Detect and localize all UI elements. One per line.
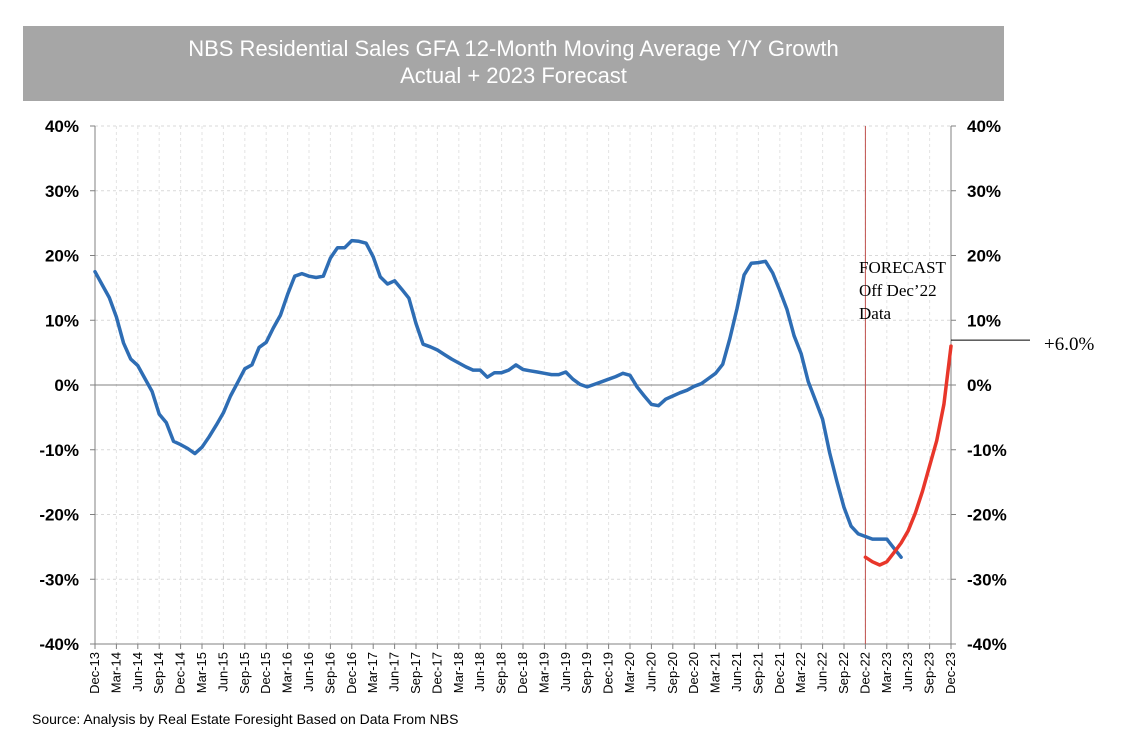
x-tick-label: Jun-18	[472, 652, 487, 692]
x-tick-label: Sep-16	[322, 652, 337, 694]
x-tick-label: Sep-23	[922, 652, 937, 694]
y-tick-label-left: -30%	[39, 570, 79, 589]
x-tick-label: Dec-16	[344, 652, 359, 694]
x-tick-label: Mar-21	[708, 652, 723, 693]
x-tick-label: Jun-19	[558, 652, 573, 692]
x-tick-label: Dec-14	[173, 652, 188, 694]
x-tick-label: Jun-15	[215, 652, 230, 692]
x-tick-label: Sep-20	[665, 652, 680, 694]
x-tick-label: Mar-14	[108, 652, 123, 693]
x-tick-label: Dec-20	[686, 652, 701, 694]
chart-title: NBS Residential Sales GFA 12-Month Movin…	[188, 36, 839, 61]
y-tick-label-left: 40%	[45, 117, 79, 136]
chart-subtitle: Actual + 2023 Forecast	[400, 63, 627, 88]
series-line-forecast	[863, 344, 953, 567]
x-tick-label: Sep-17	[408, 652, 423, 694]
y-tick-label-right: -20%	[967, 506, 1007, 525]
x-tick-label: Dec-13	[87, 652, 102, 694]
x-tick-label: Jun-14	[130, 652, 145, 692]
y-tick-label-left: -10%	[39, 441, 79, 460]
x-tick-label: Dec-19	[601, 652, 616, 694]
y-tick-label-left: 0%	[54, 376, 79, 395]
y-tick-label-left: 20%	[45, 247, 79, 266]
x-tick-label: Jun-22	[815, 652, 830, 692]
y-tick-label-right: 0%	[967, 376, 992, 395]
x-tick-label: Dec-17	[429, 652, 444, 694]
series-line-actual	[93, 238, 903, 559]
forecast-note-line1: FORECAST	[859, 258, 947, 277]
x-axis-ticks: Dec-13 Mar-14 Jun-14 Sep-14 Dec-14 Mar-15 Jun-…	[87, 652, 958, 694]
y-tick-label-right: 40%	[967, 117, 1001, 136]
x-tick-label: Mar-20	[622, 652, 637, 693]
y-tick-label-right: 20%	[967, 247, 1001, 266]
x-tick-label: Sep-18	[494, 652, 509, 694]
x-tick-label: Jun-23	[900, 652, 915, 692]
x-tick-label: Jun-20	[643, 652, 658, 692]
y-axis-left-ticks: 40% 30% 20% 10% 0% -10% -20% -30% -40%	[39, 117, 79, 654]
y-tick-label-right: -30%	[967, 570, 1007, 589]
x-tick-label: Dec-23	[943, 652, 958, 694]
y-tick-label-left: 30%	[45, 182, 79, 201]
x-tick-label: Sep-19	[579, 652, 594, 694]
x-tick-label: Jun-21	[729, 652, 744, 692]
y-tick-label-right: -10%	[967, 441, 1007, 460]
end-value-label: +6.0%	[1044, 334, 1094, 355]
x-tick-label: Jun-16	[301, 652, 316, 692]
forecast-note-line2: Off Dec’22	[859, 281, 937, 300]
x-tick-label: Mar-18	[451, 652, 466, 693]
x-tick-label: Dec-21	[772, 652, 787, 694]
y-tick-label-left: 10%	[45, 311, 79, 330]
x-tick-label: Mar-17	[365, 652, 380, 693]
x-tick-label: Jun-17	[387, 652, 402, 692]
chart-title-banner: NBS Residential Sales GFA 12-Month Movin…	[23, 26, 1004, 101]
x-tick-label: Dec-22	[857, 652, 872, 694]
y-tick-label-left: -20%	[39, 506, 79, 525]
y-tick-label-right: 10%	[967, 311, 1001, 330]
x-tick-label: Mar-22	[793, 652, 808, 693]
x-tick-label: Sep-14	[151, 652, 166, 694]
forecast-note-line3: Data	[859, 304, 892, 323]
x-tick-label: Mar-23	[879, 652, 894, 693]
x-tick-label: Sep-22	[836, 652, 851, 694]
y-tick-label-right: -40%	[967, 635, 1007, 654]
x-tick-label: Sep-15	[237, 652, 252, 694]
y-tick-label-right: 30%	[967, 182, 1001, 201]
x-tick-label: Dec-18	[515, 652, 530, 694]
series-group	[93, 238, 953, 567]
x-tick-label: Mar-19	[536, 652, 551, 693]
x-tick-label: Sep-21	[750, 652, 765, 694]
y-axis-right-ticks: 40% 30% 20% 10% 0% -10% -20% -30% -40%	[967, 117, 1007, 654]
x-tick-label: Mar-16	[280, 652, 295, 693]
source-note: Source: Analysis by Real Estate Foresigh…	[32, 711, 459, 727]
x-tick-label: Mar-15	[194, 652, 209, 693]
x-tick-label: Dec-15	[258, 652, 273, 694]
y-tick-label-left: -40%	[39, 635, 79, 654]
